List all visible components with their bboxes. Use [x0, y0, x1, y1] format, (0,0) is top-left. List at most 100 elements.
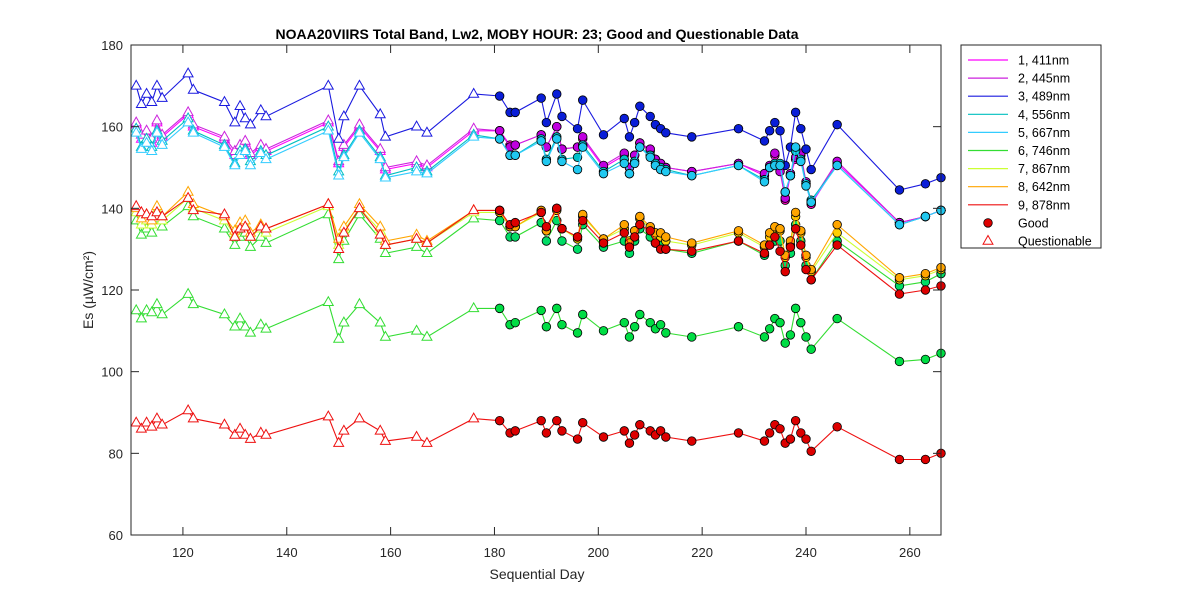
good-point — [572, 164, 583, 175]
good-point — [541, 236, 552, 246]
good-point — [661, 128, 671, 138]
questionable-point — [260, 236, 272, 247]
good-point — [796, 240, 806, 250]
questionable-point — [353, 412, 366, 423]
good-point — [806, 197, 816, 207]
good-point — [785, 330, 796, 340]
good-point — [578, 309, 588, 320]
questionable-point — [239, 144, 252, 155]
questionable-point — [244, 230, 257, 241]
series-line — [135, 293, 942, 363]
good-point — [796, 124, 806, 134]
good-point — [770, 117, 780, 128]
good-point — [650, 238, 661, 248]
good-point — [790, 107, 801, 118]
good-point — [687, 246, 697, 256]
y-tick-label: 160 — [101, 120, 123, 135]
good-point — [764, 324, 775, 334]
good-point — [557, 224, 567, 234]
good-point — [785, 170, 796, 181]
x-tick-label: 200 — [587, 545, 609, 560]
good-point — [661, 244, 671, 254]
good-point — [557, 320, 567, 330]
questionable-point — [140, 87, 153, 98]
good-point — [536, 93, 546, 103]
questionable-point — [229, 428, 241, 439]
questionable-point — [467, 203, 480, 215]
questionable-point — [151, 79, 163, 90]
questionable-point — [332, 242, 345, 253]
good-point — [635, 211, 645, 222]
questionable-point — [379, 434, 392, 445]
y-tick-label: 80 — [109, 446, 123, 461]
good-point — [790, 303, 801, 314]
questionable-point — [182, 287, 194, 298]
legend: 1, 411nm 2, 445nm 3, 489nm 4, 556nm 5, 667nm… — [960, 44, 1102, 249]
good-point — [635, 420, 645, 430]
good-point — [494, 215, 505, 226]
good-point — [894, 289, 905, 299]
good-point — [894, 273, 905, 283]
good-point — [645, 152, 655, 162]
questionable-point — [338, 316, 350, 327]
good-point — [920, 179, 931, 189]
questionable-point — [140, 136, 153, 147]
good-point — [635, 219, 645, 230]
questionable-point — [229, 116, 241, 127]
good-point — [661, 232, 671, 242]
good-point — [510, 140, 520, 150]
good-point — [661, 166, 671, 177]
good-point — [619, 426, 629, 436]
questionable-point — [379, 171, 392, 182]
questionable-point — [332, 252, 345, 264]
good-point — [801, 264, 811, 275]
questionable-point — [260, 222, 272, 233]
legend-label: 9, 878nm — [1018, 198, 1070, 212]
questionable-point — [467, 301, 480, 313]
questionable-point — [255, 146, 267, 158]
good-point — [775, 224, 785, 234]
good-point — [775, 126, 785, 136]
questionable-point — [322, 295, 335, 307]
good-point — [920, 211, 931, 222]
chart-title: NOAA20VIIRS Total Band, Lw2, MOBY HOUR: … — [276, 26, 799, 42]
good-point — [832, 422, 842, 432]
good-point — [733, 124, 744, 134]
good-point — [510, 217, 520, 228]
legend-label: 1, 411nm — [1018, 54, 1069, 68]
questionable-point — [239, 428, 252, 439]
questionable-point — [410, 240, 423, 251]
y-tick-label: 180 — [101, 38, 123, 53]
x-tick-label: 160 — [380, 545, 402, 560]
questionable-point — [379, 330, 392, 341]
questionable-point — [239, 111, 252, 123]
good-point — [687, 238, 697, 248]
good-point — [733, 236, 744, 246]
questionable-point — [322, 410, 335, 421]
good-point — [785, 242, 796, 252]
good-point — [578, 95, 588, 105]
questionable-point — [151, 114, 163, 125]
legend-label: 8, 642nm — [1018, 180, 1070, 194]
questionable-point — [421, 436, 433, 447]
good-point — [790, 415, 801, 426]
questionable-point — [260, 428, 272, 439]
questionable-point — [332, 332, 345, 343]
legend-label: 7, 867nm — [1018, 162, 1070, 176]
questionable-point — [410, 165, 423, 176]
good-point — [780, 187, 790, 197]
legend-label: 2, 445nm — [1018, 72, 1070, 86]
questionable-point — [156, 138, 168, 149]
questionable-point — [421, 246, 433, 258]
good-point — [796, 156, 806, 167]
good-point — [655, 320, 666, 330]
questionable-point — [421, 167, 433, 178]
good-point — [832, 160, 842, 171]
good-point — [598, 326, 609, 336]
good-point — [557, 426, 567, 436]
good-point — [552, 134, 562, 144]
good-point — [806, 164, 816, 175]
good-point — [557, 111, 567, 122]
good-point — [635, 101, 645, 111]
good-point — [832, 240, 842, 250]
